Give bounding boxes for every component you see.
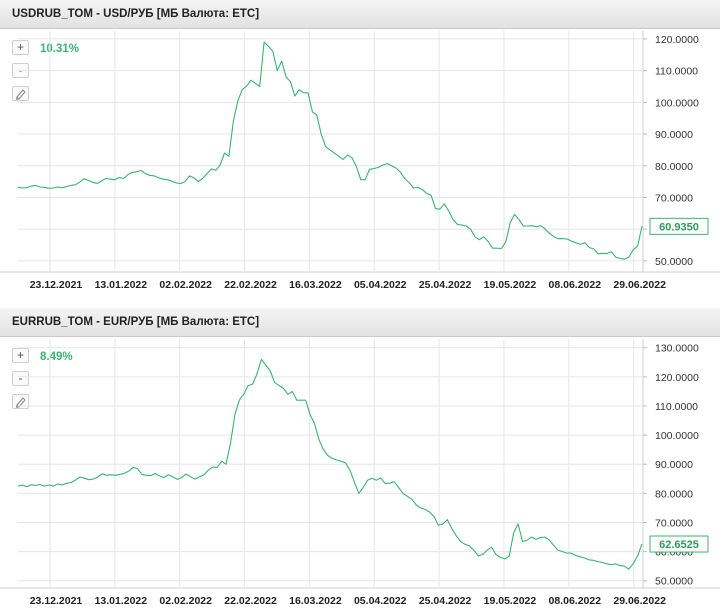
usdrub-plot: 120.0000 110.0000 100.0000 90.0000 80.0000 70… [0, 31, 720, 291]
x-tick-label: 19.05.2022 [484, 279, 537, 291]
x-tick-label: 02.02.2022 [159, 595, 212, 607]
change-percent: 8.49% [40, 351, 73, 363]
x-tick-label: 16.03.2022 [289, 279, 342, 291]
x-tick-label: 29.06.2022 [613, 279, 666, 291]
panel-header: EURRUB_TOM - EUR/РУБ [МБ Валюта: ETC] [0, 308, 720, 337]
x-tick-label: 29.06.2022 [613, 595, 666, 607]
y-tick-label: 110.0000 [655, 66, 698, 78]
chart-title: USDRUB_TOM - USD/РУБ [МБ Валюта: ETC] [12, 8, 260, 20]
y-tick-label: 70.0000 [655, 192, 693, 204]
panel-header: USDRUB_TOM - USD/РУБ [МБ Валюта: ETC] [0, 0, 720, 29]
last-value-label: 60.9350 [659, 221, 699, 233]
zoom-in-button[interactable]: + [12, 40, 29, 55]
y-tick-label: 80.0000 [655, 488, 693, 500]
y-tick-label: 70.0000 [655, 517, 693, 529]
usdrub-chart-panel: USDRUB_TOM - USD/РУБ [МБ Валюта: ETC] + … [0, 0, 720, 291]
y-tick-label: 120.0000 [655, 34, 699, 46]
series-line [17, 358, 643, 570]
x-tick-label: 08.06.2022 [549, 279, 602, 291]
x-tick-label: 19.05.2022 [484, 595, 537, 607]
draw-tool-button[interactable] [12, 394, 29, 409]
x-tick-label: 16.03.2022 [289, 595, 342, 607]
x-tick-label: 05.04.2022 [354, 595, 407, 607]
y-tick-label: 100.0000 [655, 430, 699, 442]
last-value-badge: 60.9350 [649, 217, 709, 235]
x-tick-label: 23.12.2021 [30, 595, 83, 607]
chart-title: EURRUB_TOM - EUR/РУБ [МБ Валюта: ETC] [12, 316, 260, 328]
y-tick-label: 80.0000 [655, 161, 693, 173]
x-tick-label: 02.02.2022 [159, 279, 212, 291]
x-tick-label: 22.02.2022 [224, 279, 277, 291]
y-tick-label: 50.0000 [655, 576, 693, 588]
eurrub-chart-panel: EURRUB_TOM - EUR/РУБ [МБ Валюта: ETC] + … [0, 308, 720, 616]
x-tick-label: 13.01.2022 [95, 595, 148, 607]
y-tick-label: 90.0000 [655, 459, 693, 471]
y-tick-label: 90.0000 [655, 129, 693, 141]
x-tick-label: 05.04.2022 [354, 279, 407, 291]
x-tick-label: 23.12.2021 [30, 279, 83, 291]
x-tick-label: 25.04.2022 [419, 595, 472, 607]
last-value-badge: 62.6525 [649, 535, 709, 553]
y-tick-label: 100.0000 [655, 97, 699, 109]
y-tick-label: 120.0000 [655, 372, 699, 384]
zoom-in-button[interactable]: + [12, 348, 29, 363]
x-tick-label: 13.01.2022 [95, 279, 148, 291]
series-line [17, 41, 643, 260]
x-tick-label: 22.02.2022 [224, 595, 277, 607]
y-tick-label: 130.0000 [655, 343, 699, 355]
draw-tool-button[interactable] [12, 86, 29, 101]
y-tick-label: 50.0000 [655, 256, 693, 268]
x-tick-label: 08.06.2022 [549, 595, 602, 607]
y-tick-label: 110.0000 [655, 401, 698, 413]
eurrub-plot: 130.0000 120.0000 110.0000 100.0000 90.0000 8… [0, 339, 720, 607]
last-value-label: 62.6525 [659, 539, 699, 551]
pencil-icon [15, 89, 26, 100]
x-tick-label: 25.04.2022 [419, 279, 472, 291]
zoom-out-button[interactable]: - [12, 371, 29, 386]
